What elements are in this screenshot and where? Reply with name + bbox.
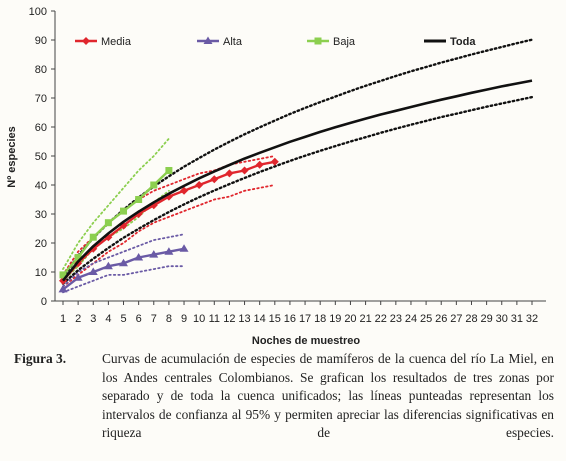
data-point-alta (164, 247, 174, 255)
legend-label-baja: Baja (333, 36, 356, 48)
y-tick-label: 10 (35, 267, 47, 279)
figure-caption: Figura 3. Curvas de acumulación de espec… (14, 350, 554, 448)
data-point-baja (104, 219, 112, 227)
x-tick-label: 23 (390, 313, 402, 325)
x-tick-label: 20 (344, 313, 356, 325)
y-tick-label: 60 (35, 122, 47, 134)
y-tick-label: 50 (35, 151, 47, 163)
x-tick-label: 26 (435, 313, 447, 325)
legend-marker-baja (314, 37, 322, 45)
data-point-baja (120, 207, 128, 215)
y-tick-label: 30 (35, 209, 47, 221)
y-axis-title: Nº especies (6, 126, 18, 188)
data-point-baja (165, 167, 173, 174)
x-tick-label: 29 (480, 313, 492, 325)
data-point-baja (59, 271, 67, 279)
x-tick-label: 30 (496, 313, 508, 325)
data-point-baja (135, 196, 143, 203)
x-tick-label: 6 (136, 313, 142, 325)
data-point-media (255, 160, 264, 169)
x-tick-label: 18 (314, 313, 326, 325)
ci-lower-media (62, 184, 276, 288)
x-tick-label: 22 (375, 313, 387, 325)
x-tick-label: 32 (526, 313, 538, 325)
x-tick-label: 12 (223, 313, 235, 325)
data-point-alta (149, 250, 159, 258)
x-tick-label: 28 (465, 313, 477, 325)
data-point-alta (134, 253, 144, 261)
data-point-baja (89, 233, 97, 241)
data-point-alta (103, 261, 113, 270)
ci-upper-baja (62, 137, 170, 271)
series-line-toda (61, 79, 533, 282)
x-tick-label: 9 (181, 313, 187, 325)
ci-upper-alta (62, 233, 185, 288)
ci-lower-alta (62, 265, 185, 294)
data-point-alta (119, 258, 129, 267)
data-point-media (225, 169, 234, 178)
data-point-baja (74, 254, 82, 261)
y-tick-label: 0 (41, 296, 47, 308)
x-tick-label: 4 (105, 313, 111, 325)
y-tick-label: 20 (35, 238, 47, 250)
x-axis-title: Noches de muestreo (252, 335, 360, 345)
data-point-media (240, 166, 249, 175)
figure-caption-text: Curvas de acumulación de especies de mam… (102, 351, 554, 440)
figure-caption-label: Figura 3. (14, 351, 67, 366)
data-point-media (195, 181, 204, 189)
x-tick-label: 27 (450, 313, 462, 325)
x-tick-label: 10 (193, 313, 205, 325)
ci-lower-toda (61, 95, 534, 285)
data-point-alta (58, 284, 68, 293)
x-tick-label: 7 (151, 313, 157, 325)
x-tick-label: 1 (60, 313, 66, 325)
data-point-media (180, 186, 189, 195)
y-tick-label: 40 (35, 180, 47, 192)
confidence-interval-lines (61, 38, 534, 294)
data-point-alta (88, 267, 98, 275)
x-tick-label: 5 (120, 313, 126, 325)
legend-marker-alta (203, 36, 213, 44)
series-lines (58, 79, 533, 293)
x-tick-label: 25 (420, 313, 432, 325)
y-tick-label: 80 (35, 64, 47, 76)
x-tick-label: 16 (284, 313, 296, 325)
data-point-alta (73, 273, 83, 281)
data-point-alta (179, 244, 189, 252)
legend-label-media: Media (101, 36, 132, 48)
y-tick-label: 70 (35, 93, 47, 105)
x-tick-label: 3 (90, 313, 96, 325)
data-point-media (270, 157, 279, 166)
legend-marker-media (82, 37, 90, 45)
x-tick-label: 2 (75, 313, 81, 325)
x-tick-label: 11 (209, 313, 220, 325)
chart-legend: Media Alta Baja Toda (75, 36, 476, 48)
x-tick-label: 8 (166, 313, 172, 325)
x-tick-label: 14 (254, 313, 266, 325)
data-point-media (210, 175, 219, 184)
legend-label-alta: Alta (223, 36, 243, 48)
legend-label-toda: Toda (450, 36, 476, 48)
x-tick-label: 13 (238, 313, 250, 325)
y-tick-label: 90 (35, 35, 47, 47)
x-tick-label: 21 (359, 313, 371, 325)
x-tick-label: 17 (299, 313, 311, 325)
x-tick-label: 31 (511, 313, 523, 325)
x-tick-label: 19 (329, 313, 341, 325)
x-tick-label: 15 (269, 313, 281, 325)
x-tick-label: 24 (405, 313, 417, 325)
data-point-baja (150, 181, 158, 189)
y-tick-label: 100 (29, 6, 47, 18)
